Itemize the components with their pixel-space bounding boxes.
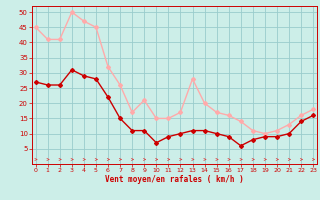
X-axis label: Vent moyen/en rafales ( km/h ): Vent moyen/en rafales ( km/h ) bbox=[105, 175, 244, 184]
